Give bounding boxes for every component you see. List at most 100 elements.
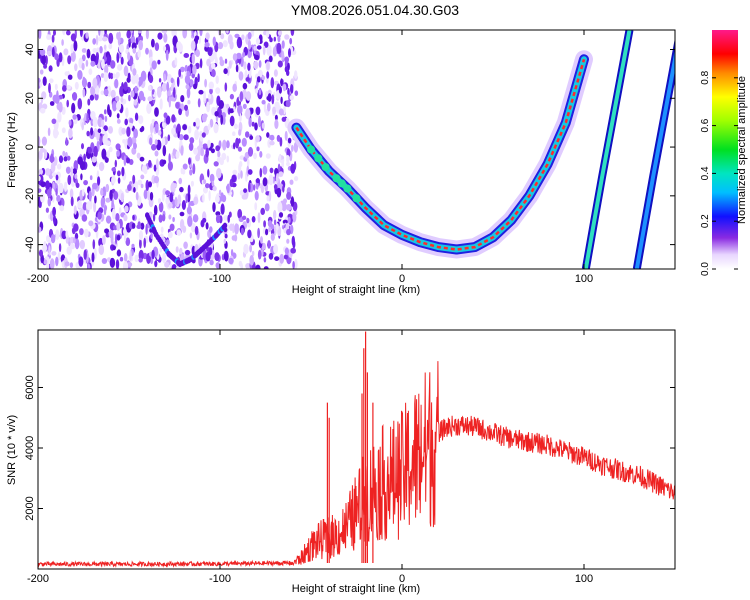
noise-blob bbox=[58, 155, 64, 163]
noise-blob bbox=[237, 208, 243, 219]
noise-blob bbox=[262, 45, 266, 56]
noise-blob bbox=[45, 168, 51, 176]
colorbar-ticks: 0.0 0.2 0.4 0.6 0.8 bbox=[700, 70, 738, 276]
noise-blob bbox=[72, 114, 77, 120]
noise-blob bbox=[123, 155, 127, 167]
noise-blob bbox=[72, 92, 78, 101]
noise-blob bbox=[248, 181, 251, 193]
noise-blob bbox=[168, 214, 172, 220]
noise-blob bbox=[176, 76, 180, 88]
noise-blob bbox=[161, 214, 166, 222]
noise-blob bbox=[273, 184, 278, 190]
noise-blob bbox=[95, 34, 99, 46]
noise-blob bbox=[115, 259, 120, 269]
noise-blob bbox=[52, 127, 59, 139]
noise-blob bbox=[116, 249, 122, 257]
noise-blob bbox=[39, 48, 46, 56]
noise-blob bbox=[228, 60, 232, 69]
noise-blob bbox=[50, 162, 56, 173]
noise-blob bbox=[38, 226, 42, 233]
noise-blob bbox=[199, 30, 203, 37]
noise-blob bbox=[127, 136, 133, 148]
y-tick-label: 0 bbox=[24, 144, 36, 150]
noise-blob bbox=[165, 115, 171, 125]
noise-blob bbox=[84, 228, 89, 238]
noise-blob bbox=[61, 127, 66, 134]
noise-blob bbox=[92, 48, 98, 53]
noise-blob bbox=[247, 62, 251, 71]
noise-blob bbox=[235, 137, 240, 149]
noise-blob bbox=[96, 132, 100, 141]
noise-blob bbox=[61, 39, 64, 46]
noise-blob bbox=[259, 167, 263, 178]
noise-blob bbox=[255, 37, 261, 45]
noise-blob bbox=[162, 45, 167, 52]
noise-blob bbox=[118, 207, 122, 215]
noise-blob bbox=[278, 154, 282, 163]
noise-blob bbox=[246, 217, 250, 224]
noise-blob bbox=[257, 249, 262, 260]
noise-blob bbox=[268, 226, 272, 232]
noise-blob bbox=[276, 42, 282, 55]
noise-blob bbox=[266, 195, 270, 202]
noise-blob bbox=[189, 137, 195, 144]
noise-blob bbox=[283, 254, 288, 260]
noise-blob bbox=[46, 235, 50, 243]
noise-blob bbox=[108, 32, 114, 44]
noise-blob bbox=[211, 180, 215, 187]
noise-blob bbox=[53, 214, 56, 225]
noise-blob bbox=[97, 176, 101, 186]
noise-blob bbox=[148, 74, 154, 84]
noise-blob bbox=[110, 60, 116, 69]
noise-blob bbox=[102, 36, 108, 42]
noise-blob bbox=[161, 30, 168, 34]
noise-blob bbox=[131, 243, 135, 249]
colorbar-label: Normalized spectral amplitude bbox=[736, 76, 748, 224]
noise-blob bbox=[178, 68, 182, 78]
noise-blob bbox=[205, 222, 209, 230]
noise-blob bbox=[187, 215, 193, 227]
noise-blob bbox=[115, 95, 120, 102]
noise-blob bbox=[86, 201, 91, 211]
noise-blob bbox=[151, 249, 155, 260]
noise-blob bbox=[72, 168, 77, 175]
noise-blob bbox=[254, 202, 258, 211]
noise-blob bbox=[62, 150, 66, 157]
noise-blob bbox=[241, 194, 247, 200]
noise-blob bbox=[92, 38, 97, 45]
noise-blob bbox=[92, 116, 98, 128]
noise-blob bbox=[171, 127, 176, 135]
noise-blob bbox=[189, 169, 193, 176]
noise-blob bbox=[138, 115, 144, 125]
noise-blob bbox=[273, 244, 279, 254]
noise-blob bbox=[274, 119, 279, 130]
noise-blob bbox=[58, 243, 62, 253]
noise-blob bbox=[243, 243, 249, 255]
noise-blob bbox=[261, 75, 265, 81]
noise-blob bbox=[225, 103, 230, 109]
y-tick-label: 6000 bbox=[24, 375, 36, 399]
noise-blob bbox=[251, 216, 256, 223]
noise-blob bbox=[169, 192, 174, 203]
noise-blob bbox=[85, 32, 89, 39]
main-ridge-mid bbox=[293, 56, 587, 253]
noise-blob bbox=[202, 217, 207, 223]
noise-blob bbox=[281, 201, 287, 212]
noise-blob bbox=[203, 90, 207, 102]
noise-blob bbox=[207, 123, 211, 131]
noise-blob bbox=[237, 105, 243, 115]
noise-blob bbox=[226, 183, 230, 194]
noise-blob bbox=[45, 180, 50, 190]
noise-blob bbox=[110, 72, 114, 80]
noise-blob bbox=[168, 96, 171, 108]
noise-blob bbox=[139, 238, 142, 249]
noise-blob bbox=[81, 77, 88, 88]
noise-blob bbox=[262, 165, 268, 175]
noise-blob bbox=[190, 180, 194, 187]
noise-blob bbox=[103, 88, 109, 96]
noise-blob bbox=[58, 182, 64, 194]
noise-blob bbox=[65, 137, 68, 146]
noise-blob bbox=[137, 49, 141, 58]
noise-blob bbox=[139, 156, 145, 162]
noise-blob bbox=[223, 215, 229, 221]
